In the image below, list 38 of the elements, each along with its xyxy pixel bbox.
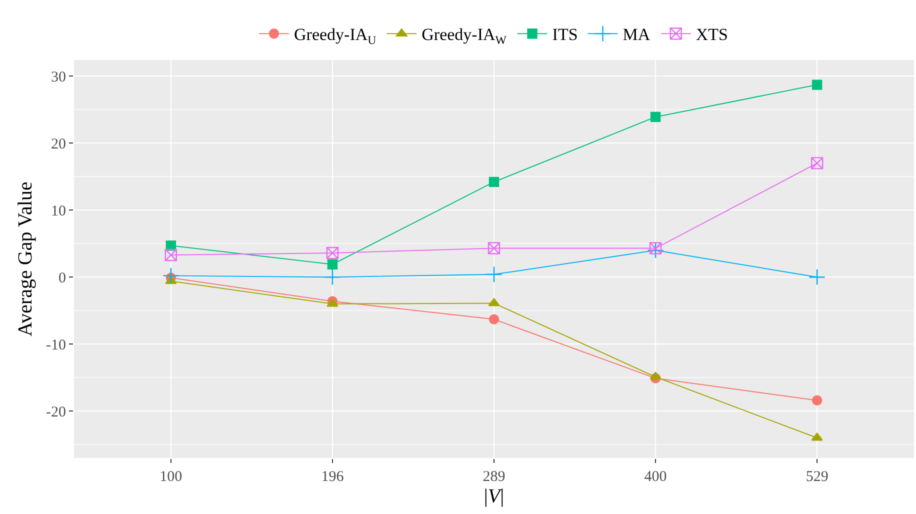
point (650, 112, 661, 122)
point (162, 267, 180, 284)
y-tick-label: 10 (51, 203, 66, 220)
point (326, 298, 338, 307)
point (164, 248, 178, 262)
point (327, 259, 338, 270)
x-tick-label: 100 (160, 469, 182, 485)
y-tick-label: 30 (51, 69, 66, 86)
point (488, 242, 500, 254)
point (324, 268, 341, 286)
legend-label: ITS (552, 25, 578, 44)
y-tick-label: -20 (46, 404, 66, 420)
legend-label: Greedy-IA$_{W}$ (422, 25, 508, 47)
point (647, 242, 664, 259)
point (488, 298, 500, 306)
x-axis-title: |V| (484, 486, 504, 508)
x-tick-label: 529 (806, 469, 828, 485)
point (811, 432, 823, 441)
y-axis-title: Average Gap Value (14, 182, 36, 336)
legend-label: XTS (696, 25, 728, 44)
point (649, 242, 662, 254)
x-tick-label: 196 (321, 469, 344, 485)
y-tick-label: 0 (58, 270, 66, 286)
x-tick-label: 400 (644, 469, 667, 485)
point (812, 395, 822, 406)
point (650, 372, 662, 380)
point (812, 80, 822, 90)
point (486, 266, 502, 283)
legend-label: MA (622, 25, 651, 44)
point (488, 314, 500, 324)
x-tick-label: 289 (482, 469, 506, 485)
legend-label: Greedy-IA$_{U}$ (294, 25, 377, 47)
point (488, 176, 500, 188)
point (810, 157, 824, 170)
y-tick-label: 20 (51, 136, 66, 152)
point (326, 246, 339, 260)
y-tick-label: -10 (46, 337, 66, 354)
point (808, 268, 826, 286)
